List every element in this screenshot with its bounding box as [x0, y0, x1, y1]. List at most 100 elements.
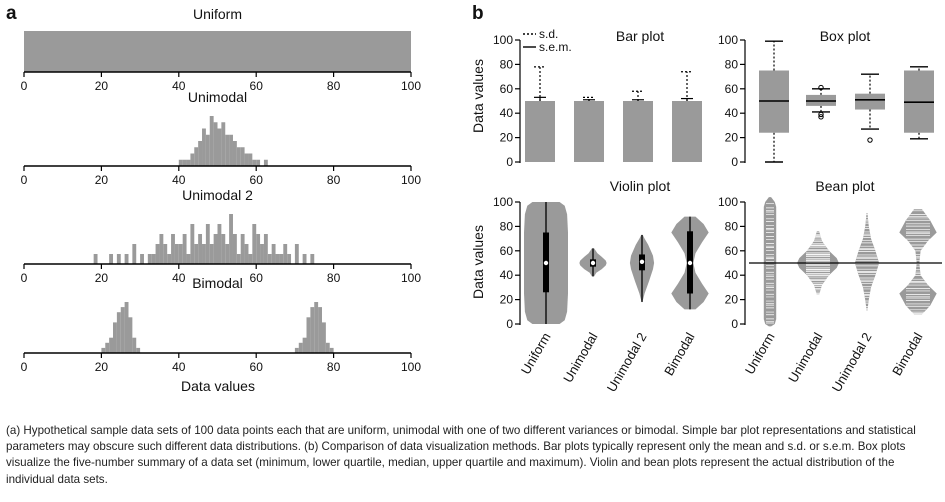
- hist-bar: [244, 244, 249, 264]
- bean-x-label: Bimodal: [889, 330, 926, 378]
- hist-bar: [202, 244, 206, 264]
- hist-bar: [209, 116, 214, 166]
- bean-plot-ytick-label: 20: [725, 293, 739, 307]
- violin-plot-ytick-label: 80: [500, 219, 514, 233]
- hist-bar: [310, 307, 315, 353]
- violin-plot-ytick-label: 100: [493, 195, 513, 209]
- hist-bar: [232, 141, 237, 166]
- hist-tick-label: 100: [401, 360, 421, 374]
- hist-bar: [194, 244, 199, 264]
- hist-bar: [275, 254, 280, 264]
- hist-bar: [283, 244, 288, 264]
- box-plot-ytick-label: 40: [725, 106, 739, 120]
- hist-bar: [182, 159, 187, 166]
- hist-bar: [294, 244, 299, 264]
- hist-bar: [136, 347, 141, 353]
- hist-bar: [140, 254, 144, 264]
- hist-bar: [302, 254, 307, 264]
- hist-bar: [232, 234, 237, 264]
- panel-a-letter: a: [6, 3, 17, 24]
- hist-bar: [236, 254, 241, 264]
- caption-b-text: ) Comparison of data visualization metho…: [6, 440, 906, 486]
- hist-tick-label: 20: [95, 360, 109, 374]
- panel-a-xlabel: Data values: [181, 378, 255, 394]
- bean-x-label: Uniform: [742, 330, 778, 377]
- box-plot-ytick-label: 60: [725, 82, 739, 96]
- bar-plot-ylabel: Data values: [470, 59, 486, 133]
- hist-bar: [213, 234, 218, 264]
- hist-bar: [159, 234, 164, 264]
- hist-tick-label: 0: [21, 271, 28, 285]
- hist-bar: [198, 234, 203, 264]
- violin-x-label: Uniform: [518, 330, 554, 377]
- bean-body: [763, 197, 777, 327]
- hist-bar: [244, 153, 249, 166]
- violin-plot-ytick-label: 60: [500, 244, 514, 258]
- bar-plot-ytick-label: 60: [500, 82, 514, 96]
- box-plot-ytick-label: 0: [731, 155, 738, 169]
- hist-bar: [298, 342, 303, 353]
- hist-bar: [294, 347, 299, 353]
- box-plot-ytick-label: 100: [718, 33, 738, 47]
- violin-plot-title: Violin plot: [610, 178, 671, 194]
- hist-tick-label: 80: [327, 79, 341, 93]
- caption-a-mark: a: [9, 424, 17, 437]
- hist-bar: [124, 302, 129, 353]
- box-outlier: [818, 84, 824, 91]
- hist-title: Uniform: [193, 6, 242, 22]
- hist-bar: [132, 337, 137, 353]
- box-outlier: [818, 114, 824, 120]
- hist-tick-label: 20: [95, 173, 109, 187]
- hist-title: Unimodal: [188, 89, 247, 105]
- bean-lines: [766, 203, 774, 324]
- hist-bar: [198, 141, 203, 166]
- violin-plot-ylabel: Data values: [470, 225, 486, 299]
- hist-bar: [217, 128, 222, 166]
- hist-tick-label: 40: [172, 271, 186, 285]
- hist-bar: [101, 347, 106, 353]
- violin-plot-ytick-label: 0: [506, 317, 513, 331]
- hist-bar: [132, 244, 137, 264]
- bean-body: [854, 213, 880, 311]
- hist-bar: [182, 234, 187, 264]
- hist-bar: [225, 134, 230, 166]
- bean-plot-ytick-label: 0: [731, 317, 738, 331]
- hist-bar: [186, 159, 191, 166]
- box-outlier: [867, 137, 873, 143]
- bean-body: [899, 209, 937, 315]
- hist-bar: [93, 254, 98, 264]
- hist-bar: [174, 244, 179, 264]
- hist-tick-label: 100: [401, 173, 421, 187]
- hist-tick-label: 80: [327, 360, 341, 374]
- violin-plot-ytick-label: 20: [500, 293, 514, 307]
- violin-median: [639, 259, 645, 264]
- hist-bar: [256, 159, 261, 166]
- box-outlier: [818, 111, 824, 118]
- hist-bar: [178, 244, 183, 264]
- violin-x-label: Unimodal: [560, 330, 601, 385]
- hist-bar: [302, 337, 307, 353]
- bar-plot-ytick-label: 80: [500, 57, 514, 71]
- bean-x-label: Unimodal: [785, 330, 826, 385]
- hist-bar: [213, 122, 218, 166]
- legend-sd-label: s.d.: [539, 27, 558, 41]
- hist-bar: [202, 128, 206, 166]
- bar: [525, 101, 555, 162]
- hist-bar: [205, 224, 210, 264]
- hist-bar: [128, 317, 133, 353]
- hist-bar: [155, 244, 160, 264]
- hist-bar: [263, 159, 268, 166]
- bean-plot-title: Bean plot: [815, 178, 874, 194]
- violin-x-label: Bimodal: [661, 330, 698, 378]
- hist-bar: [310, 254, 315, 264]
- hist-bar: [267, 254, 272, 264]
- caption-b-mark: b: [308, 440, 315, 454]
- hist-tick-label: 20: [95, 271, 109, 285]
- bar-plot-title: Bar plot: [616, 28, 664, 44]
- hist-bar: [236, 147, 241, 166]
- hist-bar: [116, 312, 121, 353]
- hist-bar: [318, 307, 322, 353]
- hist-bar: [306, 317, 311, 353]
- hist-bar: [248, 254, 253, 264]
- hist-bar: [116, 254, 121, 264]
